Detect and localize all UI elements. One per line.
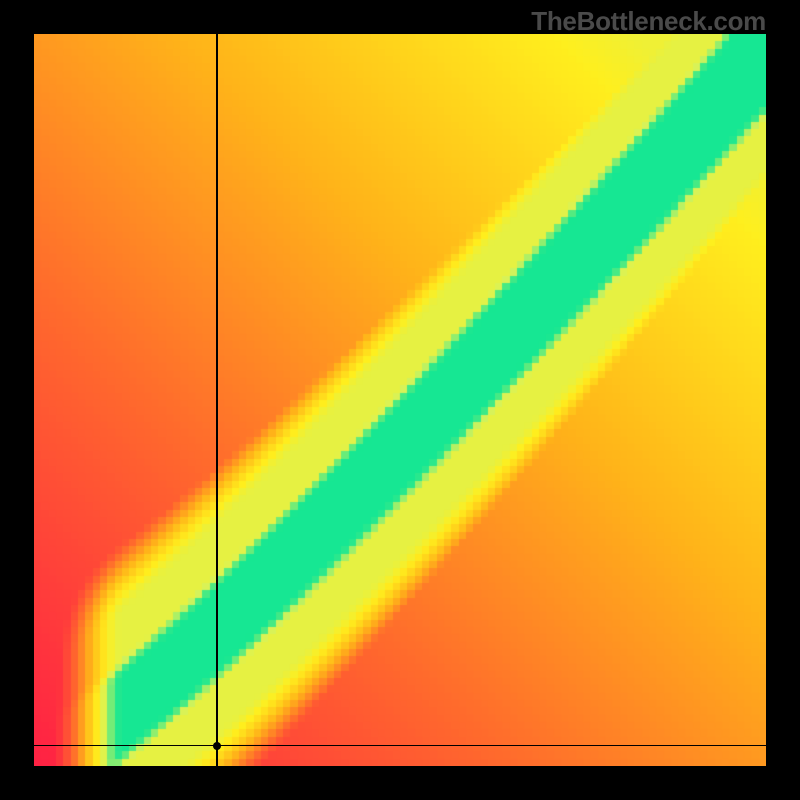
watermark-text: TheBottleneck.com — [531, 6, 766, 37]
bottleneck-heatmap-plot — [34, 34, 766, 766]
crosshair-marker — [213, 742, 221, 750]
heatmap-canvas — [34, 34, 766, 766]
